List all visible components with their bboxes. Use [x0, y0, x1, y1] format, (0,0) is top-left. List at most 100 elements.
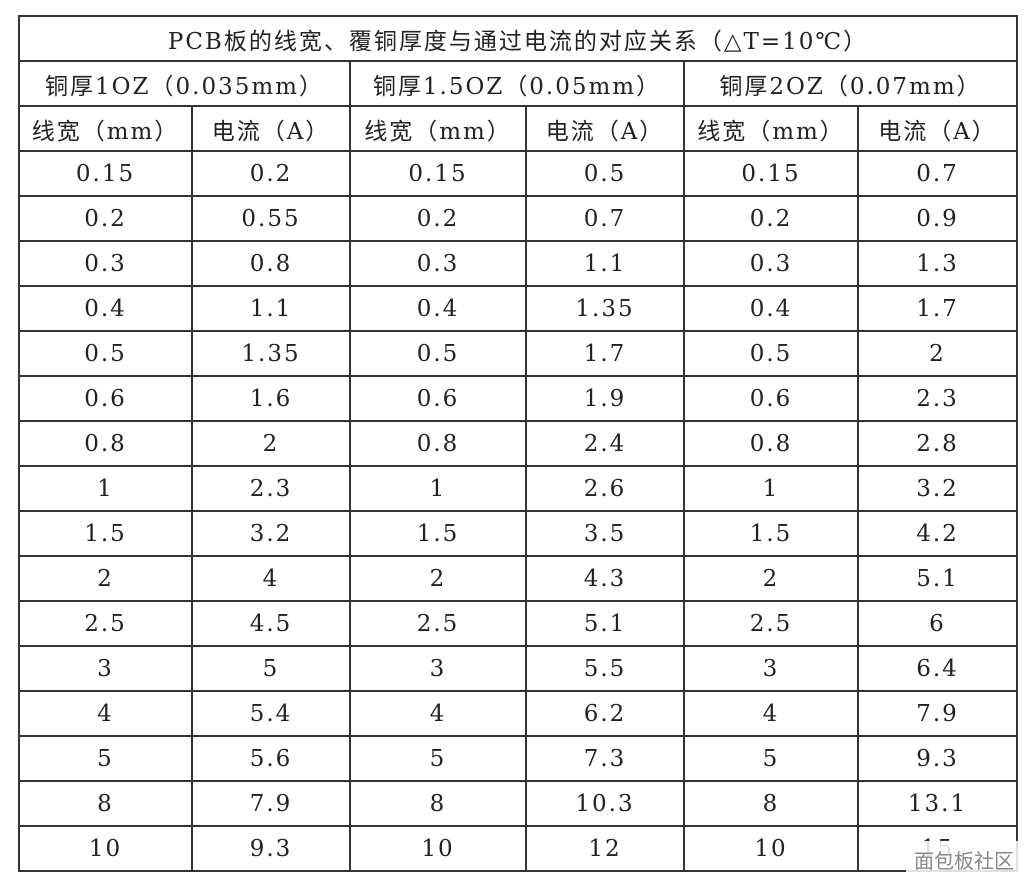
data-row: 1.5 3.2 1.5 3.5 1.5 4.2 [18, 510, 1018, 557]
cell: 1.9 [525, 375, 685, 422]
cell: 1.3 [857, 240, 1018, 287]
cell: 3.2 [857, 465, 1018, 512]
cell: 2.5 [683, 600, 859, 647]
cell: 13.1 [857, 780, 1018, 827]
cell: 4 [683, 690, 859, 737]
cell: 2 [857, 330, 1018, 377]
table-title: PCB板的线宽、覆铜厚度与通过电流的对应关系（△T=10℃） [18, 15, 1018, 62]
cell: 4 [18, 690, 193, 737]
group-row: 铜厚1OZ（0.035mm） 铜厚1.5OZ（0.05mm） 铜厚2OZ（0.07m… [18, 60, 1018, 107]
data-row: 0.8 2 0.8 2.4 0.8 2.8 [18, 420, 1018, 467]
cell: 0.15 [683, 150, 859, 197]
cell: 2.5 [349, 600, 527, 647]
cell: 0.15 [18, 150, 193, 197]
cell: 0.3 [18, 240, 193, 287]
data-row: 109.310121015 [18, 825, 1018, 872]
cell: 2.8 [857, 420, 1018, 467]
cell: 1.1 [525, 240, 685, 287]
cell: 0.2 [683, 195, 859, 242]
cell: 0.6 [683, 375, 859, 422]
data-row: 0.2 0.55 0.2 0.7 0.2 0.9 [18, 195, 1018, 242]
cell: 10.3 [525, 780, 685, 827]
cell: 0.5 [525, 150, 685, 197]
cell: 2.3 [191, 465, 351, 512]
cell: 1.5 [683, 510, 859, 557]
data-row: 2 4 2 4.3 2 5.1 [18, 555, 1018, 602]
cell: 4.2 [857, 510, 1018, 557]
column-header: 电流（A） [525, 105, 685, 152]
group-header: 铜厚2OZ（0.07mm） [683, 60, 1018, 107]
cell: 2.5 [18, 600, 193, 647]
data-row: 5 5.6 5 7.3 5 9.3 [18, 735, 1018, 782]
cell: 5 [191, 645, 351, 692]
cell: 0.9 [857, 195, 1018, 242]
cell: 8 [18, 780, 193, 827]
cell: 6.4 [857, 645, 1018, 692]
cell: 1.7 [525, 330, 685, 377]
data-row: 0.3 0.8 0.3 1.1 0.3 1.3 [18, 240, 1018, 287]
data-row: 0.5 1.35 0.5 1.7 0.5 2 [18, 330, 1018, 377]
data-row: 8 7.9 8 10.3 8 13.1 [18, 780, 1018, 827]
cell: 1 [18, 465, 193, 512]
group-header: 铜厚1OZ（0.035mm） [18, 60, 351, 107]
title-row: PCB板的线宽、覆铜厚度与通过电流的对应关系（△T=10℃） [18, 15, 1018, 62]
cell: 3 [683, 645, 859, 692]
cell: 9.3 [857, 735, 1018, 782]
cell: 5 [349, 735, 527, 782]
cell: 0.2 [191, 150, 351, 197]
cell: 0.15 [349, 150, 527, 197]
cell: 0.8 [18, 420, 193, 467]
cell: 1.5 [18, 510, 193, 557]
cell: 1.7 [857, 285, 1018, 332]
cell: 0.5 [683, 330, 859, 377]
cell: 9.3 [191, 825, 351, 872]
cell: 0.5 [18, 330, 193, 377]
cell: 0.6 [349, 375, 527, 422]
column-header: 线宽（mm） [349, 105, 527, 152]
cell: 0.2 [349, 195, 527, 242]
cell: 5.4 [191, 690, 351, 737]
cell: 2.6 [525, 465, 685, 512]
cell: 1.35 [191, 330, 351, 377]
cell: 2.3 [857, 375, 1018, 422]
data-row: 4 5.4 4 6.2 4 7.9 [18, 690, 1018, 737]
cell: 1 [349, 465, 527, 512]
cell: 0.8 [191, 240, 351, 287]
cell: 0.3 [683, 240, 859, 287]
cell: 0.7 [525, 195, 685, 242]
cell: 3 [18, 645, 193, 692]
data-row: 3 5 3 5.5 3 6.4 [18, 645, 1018, 692]
column-header: 电流（A） [191, 105, 351, 152]
watermark: 面包板社区 [906, 841, 1022, 878]
cell: 5.1 [857, 555, 1018, 602]
cell: 4.3 [525, 555, 685, 602]
cell: 0.4 [18, 285, 193, 332]
cell: 2 [349, 555, 527, 602]
cell: 3.2 [191, 510, 351, 557]
cell: 0.2 [18, 195, 193, 242]
cell: 5.1 [525, 600, 685, 647]
cell: 10 [18, 825, 193, 872]
cell: 0.55 [191, 195, 351, 242]
cell: 6 [857, 600, 1018, 647]
data-row: 0.4 1.1 0.4 1.35 0.4 1.7 [18, 285, 1018, 332]
data-row: 2.5 4.5 2.5 5.1 2.5 6 [18, 600, 1018, 647]
header-row: 线宽（mm） 电流（A） 线宽（mm） 电流（A） 线宽（mm） 电流（A） [18, 105, 1018, 152]
cell: 0.4 [683, 285, 859, 332]
cell: 2 [18, 555, 193, 602]
cell: 0.7 [857, 150, 1018, 197]
cell: 3.5 [525, 510, 685, 557]
column-header: 线宽（mm） [18, 105, 193, 152]
cell: 4.5 [191, 600, 351, 647]
cell: 2.4 [525, 420, 685, 467]
data-row: 1 2.3 1 2.6 1 3.2 [18, 465, 1018, 512]
data-row: 0.6 1.6 0.6 1.9 0.6 2.3 [18, 375, 1018, 422]
cell: 0.8 [349, 420, 527, 467]
cell: 1 [683, 465, 859, 512]
cell: 0.3 [349, 240, 527, 287]
cell: 10 [349, 825, 527, 872]
cell: 4 [349, 690, 527, 737]
current-table: PCB板的线宽、覆铜厚度与通过电流的对应关系（△T=10℃） 铜厚1OZ（0.0… [18, 15, 1018, 872]
cell: 1.35 [525, 285, 685, 332]
cell: 3 [349, 645, 527, 692]
